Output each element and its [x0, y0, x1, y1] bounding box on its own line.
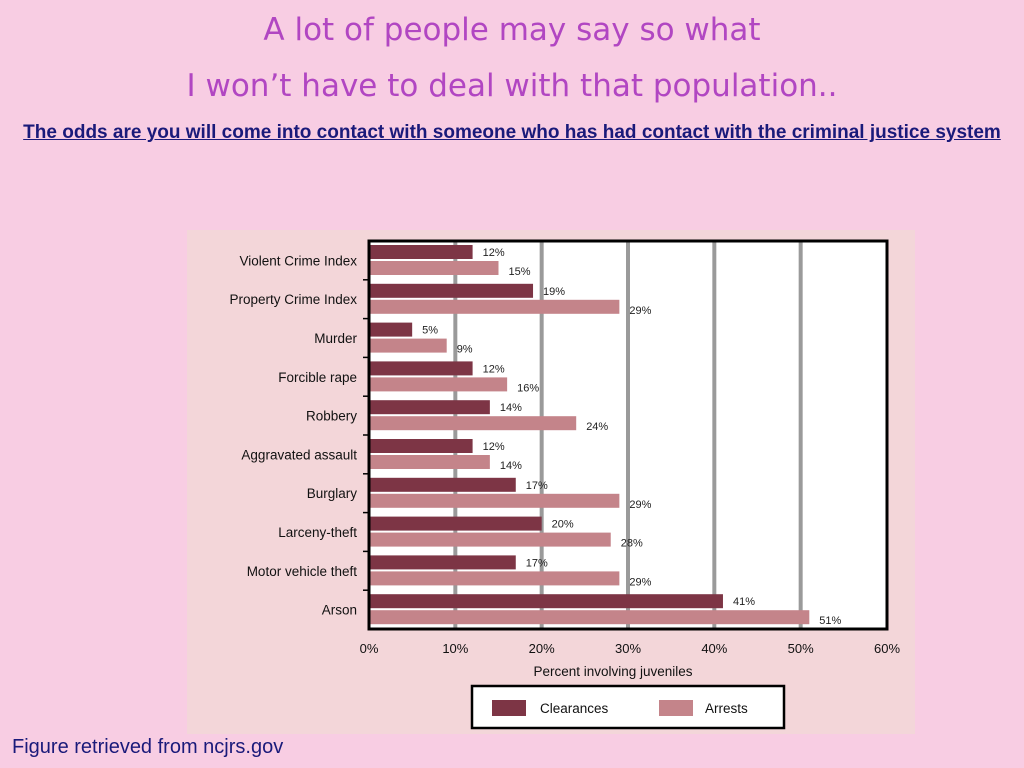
bar-arrests	[369, 571, 620, 586]
bar-clearances	[369, 283, 534, 298]
bar-arrests	[369, 338, 447, 353]
x-tick-label: 50%	[788, 641, 814, 656]
data-label-clearances: 20%	[552, 519, 574, 531]
category-label: Aggravated assault	[241, 447, 357, 462]
bar-clearances	[369, 555, 516, 570]
bar-clearances	[369, 361, 473, 376]
x-tick-label: 30%	[615, 641, 641, 656]
data-label-arrests: 9%	[457, 344, 473, 356]
category-label: Violent Crime Index	[239, 253, 357, 268]
bar-arrests	[369, 261, 499, 275]
figure-source: Figure retrieved from ncjrs.gov	[12, 736, 284, 758]
data-label-arrests: 24%	[586, 421, 608, 433]
data-label-arrests: 15%	[509, 266, 531, 278]
slide-subtitle: The odds are you will come into contact …	[23, 122, 1001, 143]
bar-arrests	[369, 610, 810, 625]
bar-arrests	[369, 377, 508, 392]
bar-arrests	[369, 532, 611, 547]
data-label-arrests: 14%	[500, 460, 522, 472]
x-tick-label: 40%	[701, 641, 727, 656]
data-label-clearances: 12%	[483, 363, 505, 375]
bar-clearances	[369, 245, 473, 259]
data-label-clearances: 12%	[483, 247, 505, 259]
bar-arrests	[369, 455, 490, 469]
category-label: Property Crime Index	[229, 292, 357, 307]
data-label-clearances: 5%	[422, 325, 438, 337]
category-label: Burglary	[307, 486, 358, 501]
slide-title-line2: I won’t have to deal with that populatio…	[186, 68, 838, 104]
data-label-clearances: 12%	[483, 441, 505, 453]
plot-frame	[367, 239, 889, 631]
category-label: Murder	[314, 331, 357, 346]
x-tick-label: 20%	[529, 641, 555, 656]
data-label-clearances: 14%	[500, 402, 522, 414]
bar-clearances	[369, 516, 542, 531]
bar-chart: 12% 15% Violent Crime Index 19% 29% Property …	[229, 239, 900, 730]
chart-figure: 12% 15% Violent Crime Index 19% 29% Property …	[187, 230, 915, 734]
x-axis-label: Percent involving juveniles	[533, 664, 692, 679]
bar-clearances	[369, 439, 473, 453]
data-label-clearances: 19%	[543, 286, 565, 298]
data-label-clearances: 17%	[526, 557, 548, 569]
category-label: Larceny-theft	[278, 525, 357, 540]
bar-arrests	[369, 299, 620, 314]
legend-swatch-arrests	[659, 700, 693, 716]
bar-arrests	[369, 493, 620, 508]
category-label: Motor vehicle theft	[247, 564, 358, 579]
category-label: Arson	[322, 603, 357, 618]
data-label-arrests: 29%	[629, 499, 651, 511]
bar-clearances	[369, 400, 490, 415]
legend-label-arrests: Arrests	[705, 701, 748, 716]
slide-title-line1: A lot of people may say so what	[263, 12, 761, 48]
category-label: Robbery	[306, 409, 357, 424]
category-label: Forcible rape	[278, 370, 357, 385]
bar-clearances	[369, 477, 516, 492]
data-label-arrests: 29%	[629, 576, 651, 588]
legend-label-clearances: Clearances	[540, 701, 609, 716]
x-tick-label: 10%	[442, 641, 468, 656]
x-tick-label: 0%	[360, 641, 379, 656]
bar-clearances	[369, 594, 723, 609]
data-label-arrests: 16%	[517, 382, 539, 394]
data-label-clearances: 17%	[526, 480, 548, 492]
data-label-arrests: 51%	[819, 615, 841, 627]
data-label-arrests: 29%	[629, 305, 651, 317]
bar-arrests	[369, 416, 577, 431]
bar-clearances	[369, 322, 413, 337]
x-tick-label: 60%	[874, 641, 900, 656]
legend-swatch-clearances	[492, 700, 526, 716]
data-label-arrests: 28%	[621, 538, 643, 550]
data-label-clearances: 41%	[733, 596, 755, 608]
